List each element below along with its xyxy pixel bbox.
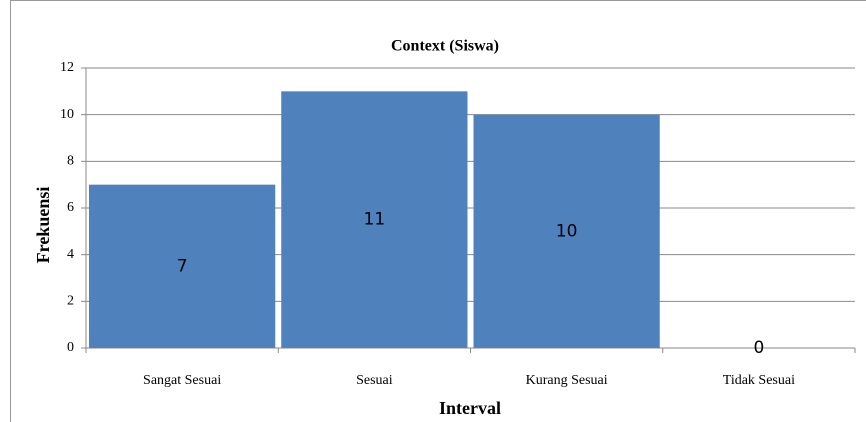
y-tick-label: 0 [67,340,74,355]
x-axis-label: Interval [439,398,501,418]
y-tick-label: 2 [67,294,74,309]
y-axis-label: Frekuensi [33,187,53,264]
y-tick-label: 10 [60,107,74,122]
data-label: 0 [753,338,764,358]
y-tick-label: 6 [67,200,74,215]
bar [89,184,276,348]
data-label: 11 [364,210,386,230]
x-tick-label: Sesuai [356,373,393,388]
data-label: 7 [177,256,188,276]
bar [281,91,468,348]
bar [473,114,660,349]
y-tick-label: 4 [67,247,74,262]
x-tick-label: Kurang Sesuai [526,373,608,388]
y-tick-label: 12 [60,60,74,75]
y-tick-label: 8 [67,154,74,169]
data-label: 10 [556,221,578,241]
x-tick-label: Sangat Sesuai [143,373,221,388]
chart-title: Context (Siswa) [391,38,499,55]
x-tick-label: Tidak Sesuai [723,373,795,388]
